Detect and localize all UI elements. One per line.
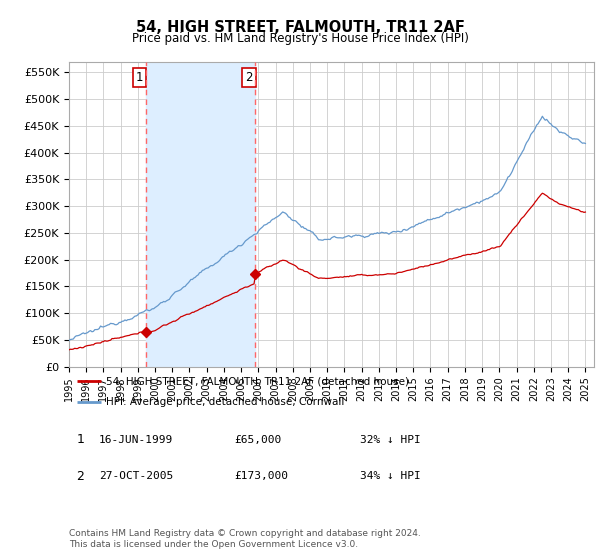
Text: 32% ↓ HPI: 32% ↓ HPI (360, 435, 421, 445)
Text: 34% ↓ HPI: 34% ↓ HPI (360, 471, 421, 481)
Text: 2: 2 (245, 71, 253, 84)
Text: 16-JUN-1999: 16-JUN-1999 (99, 435, 173, 445)
Text: Price paid vs. HM Land Registry's House Price Index (HPI): Price paid vs. HM Land Registry's House … (131, 32, 469, 45)
Text: 54, HIGH STREET, FALMOUTH, TR11 2AF (detached house): 54, HIGH STREET, FALMOUTH, TR11 2AF (det… (106, 376, 409, 386)
Text: HPI: Average price, detached house, Cornwall: HPI: Average price, detached house, Corn… (106, 396, 344, 407)
Text: £173,000: £173,000 (234, 471, 288, 481)
Text: Contains HM Land Registry data © Crown copyright and database right 2024.
This d: Contains HM Land Registry data © Crown c… (69, 529, 421, 549)
Text: 54, HIGH STREET, FALMOUTH, TR11 2AF: 54, HIGH STREET, FALMOUTH, TR11 2AF (136, 20, 464, 35)
Text: £65,000: £65,000 (234, 435, 281, 445)
Text: 2: 2 (76, 469, 85, 483)
Text: 1: 1 (136, 71, 143, 84)
Text: 1: 1 (76, 433, 85, 446)
Text: 27-OCT-2005: 27-OCT-2005 (99, 471, 173, 481)
Bar (146, 62, 255, 367)
